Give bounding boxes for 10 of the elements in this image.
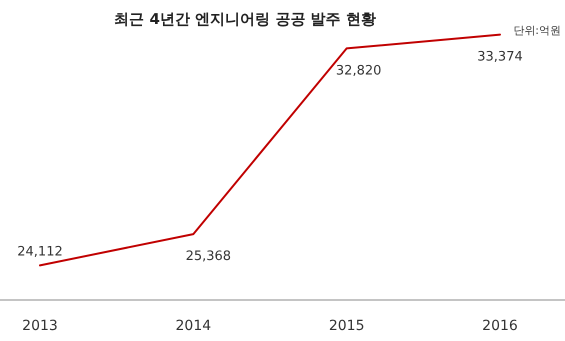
data-label: 32,820 bbox=[336, 63, 382, 78]
x-tick-label: 2015 bbox=[328, 318, 364, 334]
data-label: 25,368 bbox=[186, 249, 232, 264]
x-tick-label: 2016 bbox=[482, 318, 518, 334]
x-tick-label: 2013 bbox=[22, 318, 58, 334]
annotation: 단위:억원 bbox=[513, 24, 561, 37]
x-tick-label: 2014 bbox=[176, 318, 212, 334]
data-label: 33,374 bbox=[477, 50, 523, 65]
data-label: 24,112 bbox=[17, 244, 63, 260]
chart-title: 최근 4년간 엔지니어링 공공 발주 현황 bbox=[114, 10, 376, 28]
